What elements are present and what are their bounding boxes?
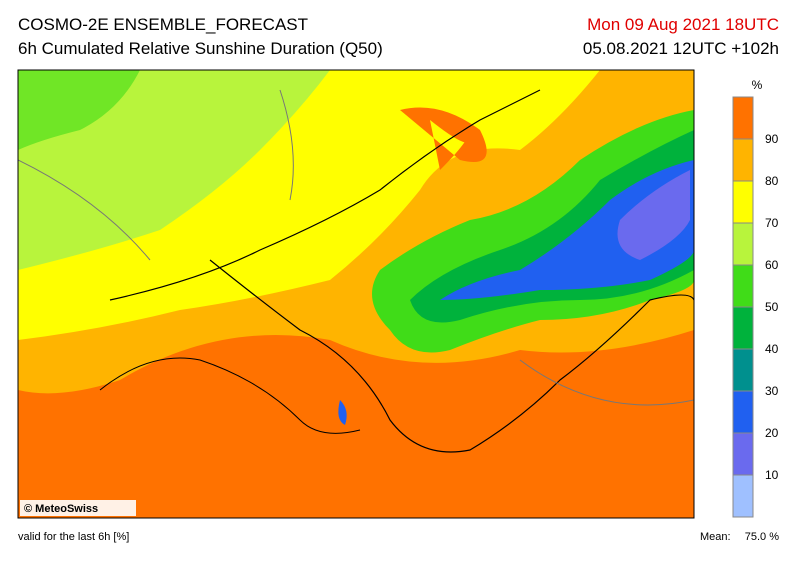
colorbar-segment xyxy=(733,307,753,349)
colorbar-segment xyxy=(733,139,753,181)
colorbar-label: 60 xyxy=(765,258,779,272)
colorbar: % 10 20 30 40 50 60 70 80 90 xyxy=(732,78,779,518)
colorbar-segment xyxy=(733,223,753,265)
subtitle: 6h Cumulated Relative Sunshine Duration … xyxy=(18,39,383,58)
footer-note: valid for the last 6h [%] xyxy=(18,531,129,543)
valid-time: Mon 09 Aug 2021 18UTC xyxy=(587,15,779,34)
colorbar-label: 50 xyxy=(765,300,779,314)
colorbar-segment xyxy=(733,265,753,307)
colorbar-segment xyxy=(733,181,753,223)
colorbar-label: 20 xyxy=(765,426,779,440)
colorbar-label: 10 xyxy=(765,468,779,482)
colorbar-label: 90 xyxy=(765,132,779,146)
colorbar-label: 70 xyxy=(765,216,779,230)
map: © MeteoSwiss xyxy=(17,69,695,519)
run-info: 05.08.2021 12UTC +102h xyxy=(583,39,779,58)
colorbar-label: 30 xyxy=(765,384,779,398)
colorbar-segment xyxy=(733,349,753,391)
colorbar-segment xyxy=(733,391,753,433)
mean-label: Mean: xyxy=(700,531,731,543)
colorbar-segment xyxy=(733,97,753,139)
colorbar-label: 80 xyxy=(765,174,779,188)
colorbar-segment xyxy=(733,433,753,475)
title: COSMO-2E ENSEMBLE_FORECAST xyxy=(18,15,308,34)
colorbar-label: 40 xyxy=(765,342,779,356)
colorbar-segment xyxy=(733,475,753,517)
colorbar-unit: % xyxy=(752,78,763,92)
mean-value: 75.0 % xyxy=(745,531,779,543)
copyright: © MeteoSwiss xyxy=(24,503,98,515)
